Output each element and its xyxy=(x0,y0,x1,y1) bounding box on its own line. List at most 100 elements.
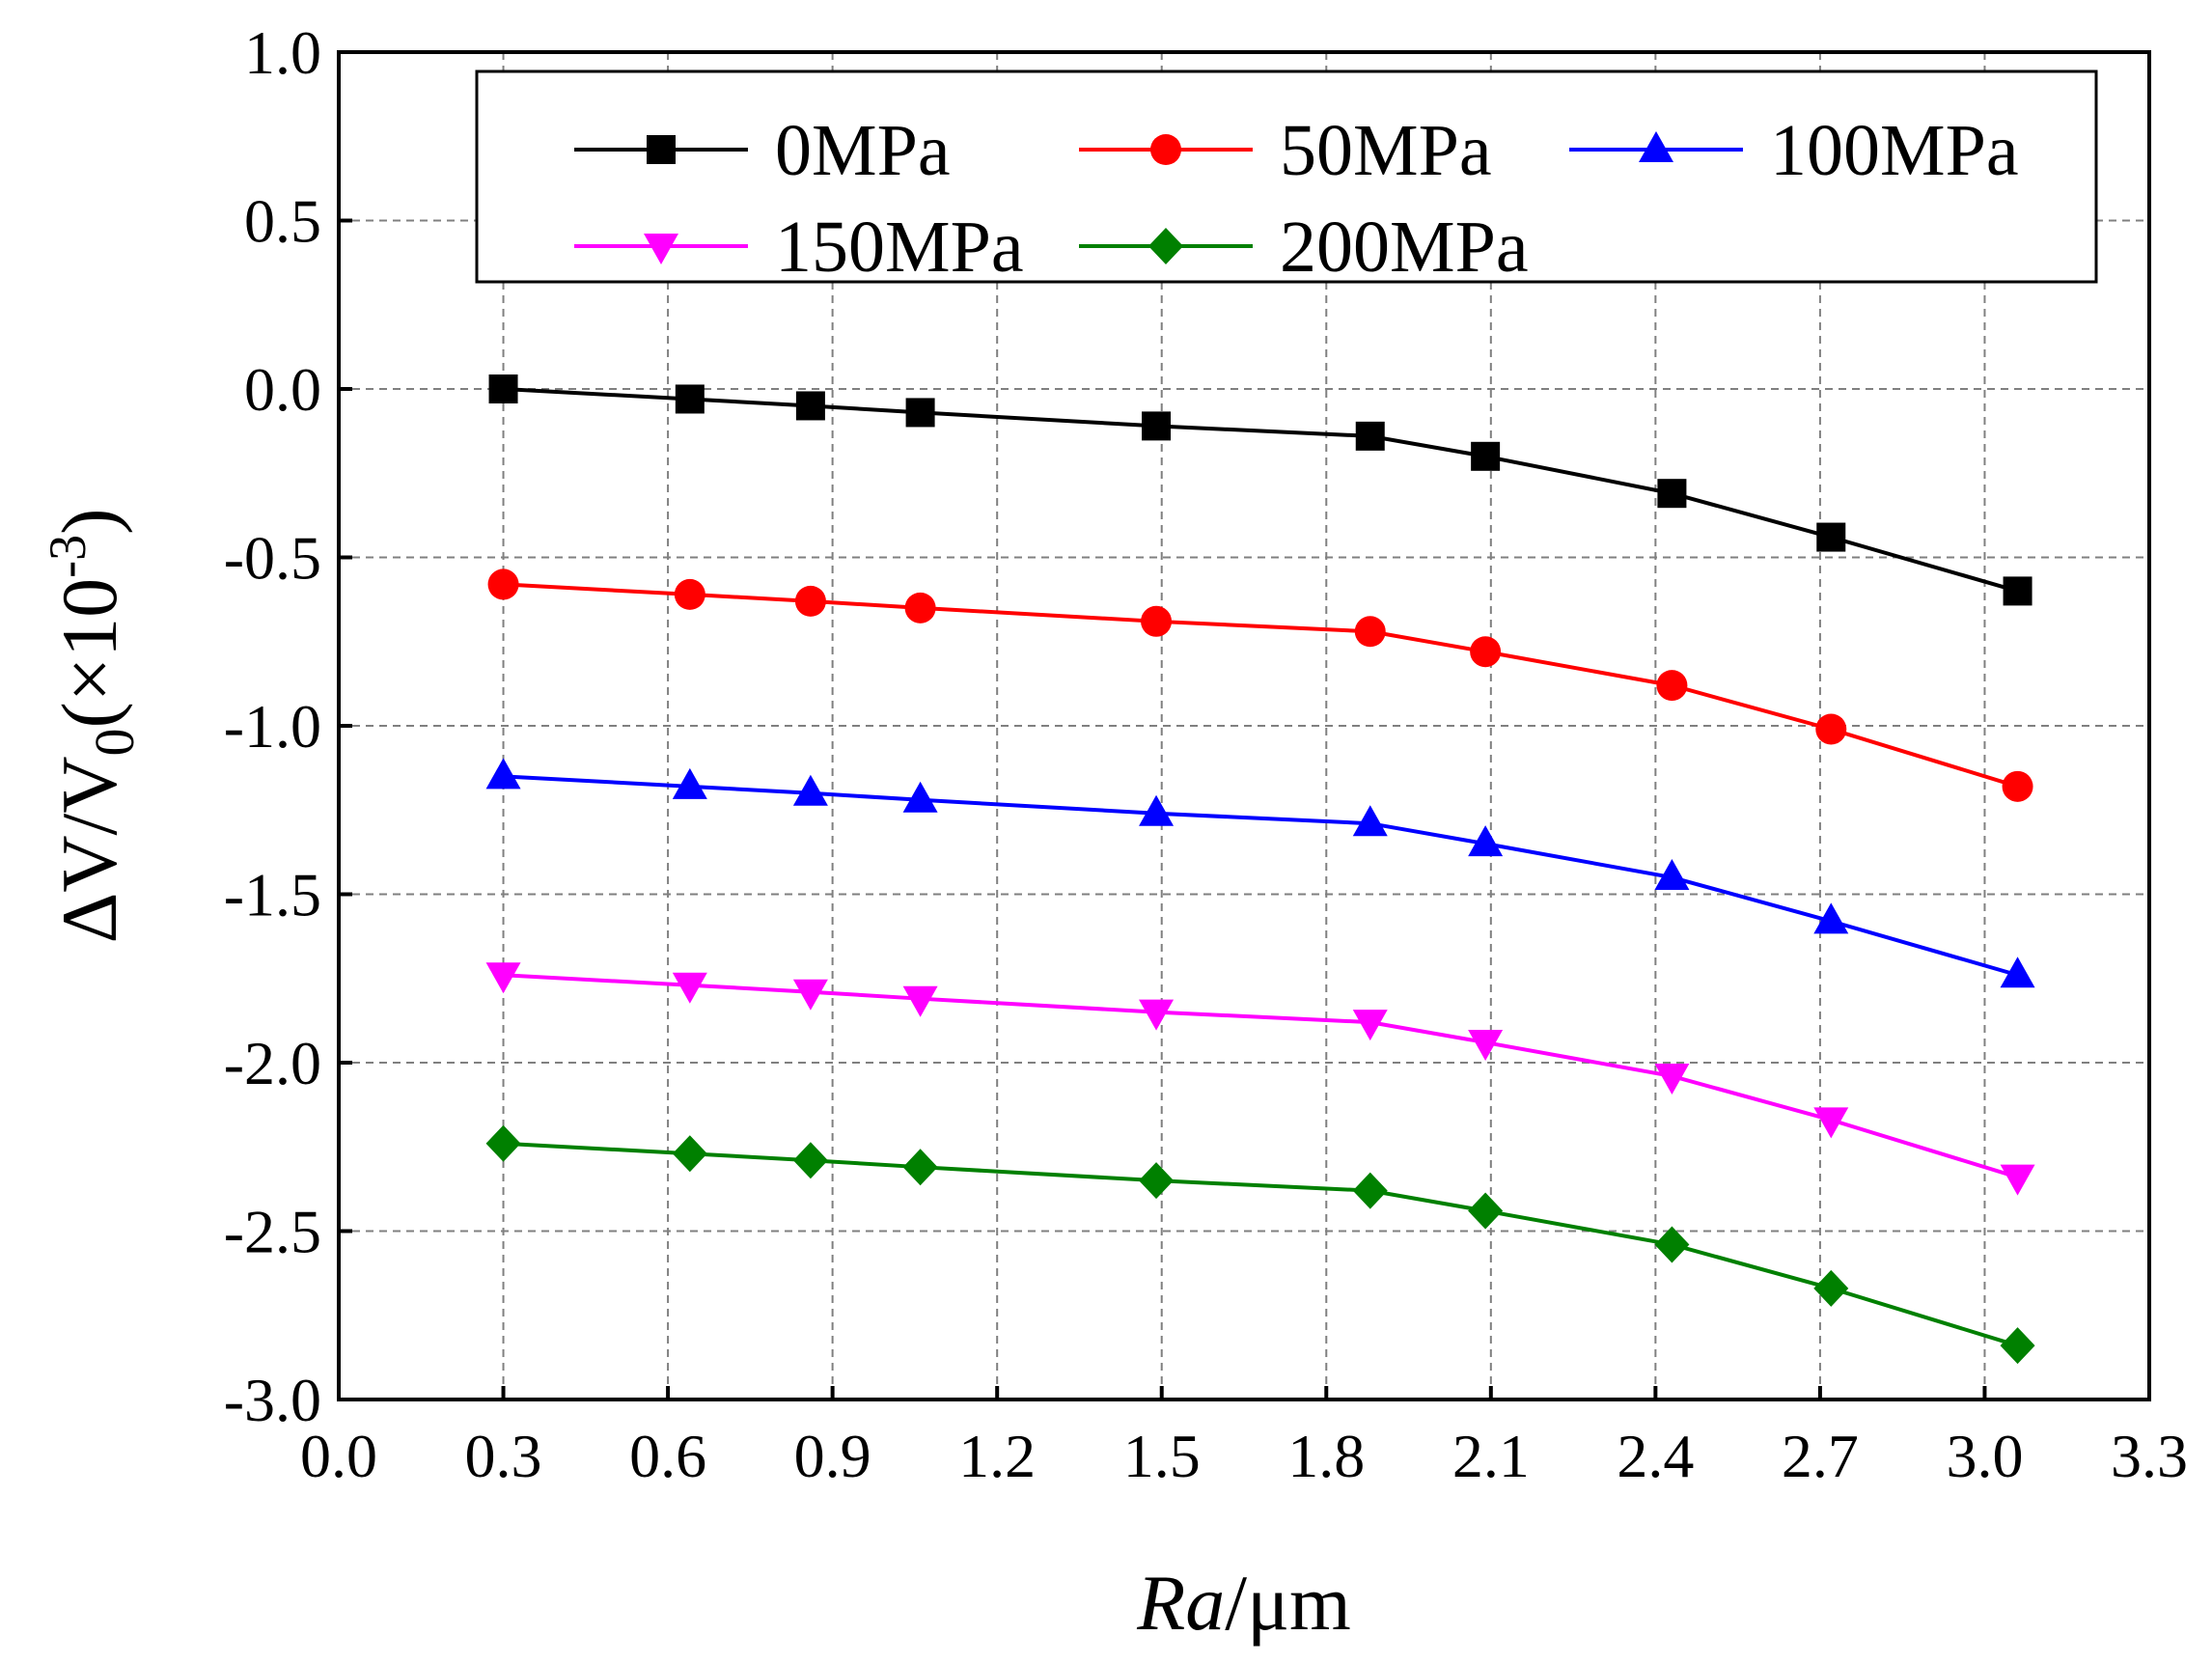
data-point xyxy=(902,1149,938,1186)
legend-label: 200MPa xyxy=(1280,207,1529,288)
legend-item-150MPa: 150MPa xyxy=(574,207,1024,288)
data-point xyxy=(1654,1226,1690,1263)
data-point xyxy=(1471,441,1501,471)
data-point xyxy=(792,979,828,1011)
series-150MPa xyxy=(485,962,2035,1196)
legend-label: 0MPa xyxy=(775,110,951,191)
data-point xyxy=(2002,770,2033,802)
data-point xyxy=(1657,479,1687,509)
series-100MPa xyxy=(485,758,2035,988)
data-point xyxy=(1352,1172,1388,1209)
data-point xyxy=(672,767,707,799)
legend-label: 50MPa xyxy=(1280,110,1492,191)
legend-marker xyxy=(1639,131,1673,162)
data-point xyxy=(795,391,825,421)
data-point xyxy=(674,578,705,610)
y-tick-label: -0.5 xyxy=(224,524,321,593)
x-tick-label: 0.6 xyxy=(629,1422,706,1490)
data-point xyxy=(485,962,521,994)
x-tick-label: 2.4 xyxy=(1617,1422,1694,1490)
data-point xyxy=(1468,1192,1504,1230)
data-point xyxy=(1468,1030,1504,1062)
data-point xyxy=(2000,956,2035,988)
legend-label: 100MPa xyxy=(1770,110,2019,191)
data-point xyxy=(1654,1063,1690,1095)
data-point xyxy=(488,374,518,403)
series-line xyxy=(503,774,2019,978)
data-point xyxy=(1352,805,1388,837)
data-point xyxy=(672,972,707,1004)
y-tick-label: -2.5 xyxy=(224,1198,321,1266)
legend-item-100MPa: 100MPa xyxy=(1569,110,2019,191)
data-point xyxy=(1656,670,1688,702)
x-tick-label: 0.0 xyxy=(300,1422,377,1490)
y-tick-label: -1.0 xyxy=(224,692,321,761)
x-tick-label: 3.0 xyxy=(1946,1422,2023,1490)
legend-marker xyxy=(644,234,678,264)
x-tick-label: 1.8 xyxy=(1287,1422,1365,1490)
data-point xyxy=(1355,421,1385,451)
data-point xyxy=(2000,1164,2035,1196)
data-point xyxy=(2000,1327,2035,1365)
data-point xyxy=(1139,1162,1175,1200)
y-tick-label: 0.0 xyxy=(244,355,321,424)
y-tick-label: -2.0 xyxy=(224,1029,321,1097)
legend-marker xyxy=(1150,134,1181,165)
x-tick-label: 1.2 xyxy=(958,1422,1036,1490)
legend-marker xyxy=(1148,228,1183,264)
data-point xyxy=(1813,1107,1849,1139)
legend-item-200MPa: 200MPa xyxy=(1079,207,1529,288)
legend-items: 0MPa 50MPa 100MPa 150MPa 200MPa xyxy=(574,110,2019,288)
x-tick-label: 1.5 xyxy=(1123,1422,1201,1490)
y-tick-label: 1.0 xyxy=(244,18,321,87)
x-tick-label: 2.1 xyxy=(1452,1422,1530,1490)
y-tick-label: 0.5 xyxy=(244,187,321,256)
data-point xyxy=(487,568,519,600)
y-axis-title: ΔV/V0(×10-3) xyxy=(39,509,146,944)
data-point xyxy=(1816,522,1846,552)
data-point xyxy=(485,1124,521,1162)
data-point xyxy=(902,781,938,813)
data-point xyxy=(902,985,938,1017)
x-tick-label: 0.9 xyxy=(794,1422,871,1490)
data-point xyxy=(794,585,826,617)
data-point xyxy=(904,592,936,624)
data-point xyxy=(1470,636,1502,668)
y-tick-label: -1.5 xyxy=(224,861,321,929)
series-line xyxy=(503,387,2019,594)
y-axis: 1.0 0.5 0.0 -0.5 -1.0 -1.5 -2.0 -2.5 -3.0 xyxy=(224,18,352,1434)
series-layer xyxy=(485,374,2035,1365)
data-point xyxy=(675,384,705,414)
x-tick-label: 0.3 xyxy=(465,1422,542,1490)
series-line xyxy=(503,582,2019,789)
data-point xyxy=(1352,1010,1388,1041)
legend-label: 150MPa xyxy=(775,207,1024,288)
grid xyxy=(339,52,2149,1400)
legend-item-0MPa: 0MPa xyxy=(574,110,951,191)
x-tick-label: 2.7 xyxy=(1782,1422,1859,1490)
series-50MPa xyxy=(487,568,2033,802)
legend-item-50MPa: 50MPa xyxy=(1079,110,1492,191)
data-point xyxy=(1815,713,1847,745)
data-point xyxy=(1654,859,1690,891)
legend: 0MPa 50MPa 100MPa 150MPa 200MPa xyxy=(475,69,2098,288)
y-tick-label: -3.0 xyxy=(224,1366,321,1434)
series-line xyxy=(503,973,2019,1179)
data-point xyxy=(792,1142,828,1179)
data-point xyxy=(1139,794,1175,826)
series-line xyxy=(503,1141,2019,1348)
data-point xyxy=(1813,902,1849,934)
x-tick-label: 3.3 xyxy=(2111,1422,2188,1490)
x-axis-title: Ra/μm xyxy=(1136,1559,1351,1647)
data-point xyxy=(1142,411,1172,441)
data-point xyxy=(1813,1269,1849,1307)
data-point xyxy=(672,1135,707,1173)
series-0MPa xyxy=(488,374,2032,606)
x-axis: 0.0 0.3 0.6 0.9 1.2 1.5 1.8 2.1 2.4 2.7 3.0 3.3 xyxy=(300,1386,2188,1490)
data-point xyxy=(905,398,935,428)
data-point xyxy=(1139,999,1175,1031)
data-point xyxy=(1354,616,1386,648)
data-point xyxy=(792,774,828,806)
data-point xyxy=(1141,605,1173,637)
